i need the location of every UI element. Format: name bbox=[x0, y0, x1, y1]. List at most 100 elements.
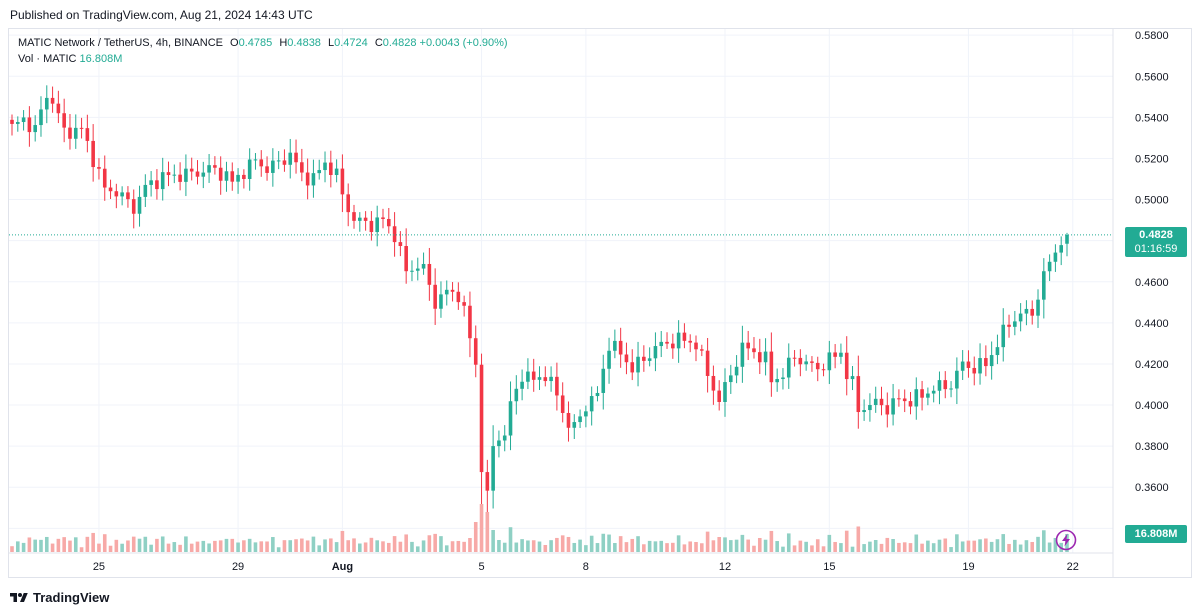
candle-body bbox=[798, 357, 803, 365]
volume-bar bbox=[242, 540, 246, 552]
volume-bar bbox=[966, 540, 971, 552]
candle-body bbox=[73, 127, 78, 139]
volume-bar bbox=[769, 530, 774, 552]
volume-bar bbox=[79, 547, 84, 552]
volume-bar bbox=[740, 534, 745, 552]
candle-body bbox=[415, 268, 420, 271]
volume-bar bbox=[386, 542, 391, 552]
volume-bar bbox=[700, 543, 704, 552]
candle-body bbox=[392, 226, 397, 243]
candle-body bbox=[926, 393, 930, 398]
candle-body bbox=[746, 342, 750, 349]
volume-bar bbox=[218, 540, 223, 552]
volume-bar bbox=[873, 539, 878, 552]
candle-body bbox=[201, 172, 206, 177]
volume-bar bbox=[352, 538, 356, 552]
candle-body bbox=[473, 338, 478, 365]
candle-body bbox=[502, 435, 507, 441]
x-axis-tick-label: 5 bbox=[478, 561, 484, 573]
candle-body bbox=[427, 263, 432, 285]
candle-body bbox=[833, 352, 837, 357]
legend-volume-label: Vol · MATIC bbox=[18, 53, 77, 65]
candle-body bbox=[671, 343, 675, 349]
volume-bar bbox=[375, 540, 379, 552]
candle-body bbox=[804, 361, 808, 365]
volume-bar bbox=[1036, 536, 1040, 552]
legend-symbol: MATIC Network / TetherUS, 4h, BINANCE bbox=[18, 37, 223, 49]
volume-bar bbox=[757, 537, 762, 552]
candle-body bbox=[352, 212, 356, 221]
volume-bar bbox=[630, 538, 635, 552]
legend-volume-row: Vol · MATIC 16.808M bbox=[18, 51, 508, 67]
published-text: Published on TradingView.com, Aug 21, 20… bbox=[10, 8, 313, 22]
lightning-icon[interactable] bbox=[1055, 529, 1077, 551]
x-axis-tick-label: Aug bbox=[332, 561, 353, 573]
candle-body bbox=[1001, 324, 1006, 348]
volume-bar bbox=[960, 541, 965, 552]
volume-bar bbox=[543, 544, 548, 552]
legend: MATIC Network / TetherUS, 4h, BINANCE O0… bbox=[18, 35, 508, 67]
y-axis-tick-label: 0.4000 bbox=[1135, 400, 1169, 412]
candle-body bbox=[891, 398, 895, 415]
candle-body bbox=[410, 270, 414, 272]
y-axis-tick-label: 0.3800 bbox=[1135, 441, 1169, 453]
volume-bar bbox=[502, 542, 507, 552]
candle-body bbox=[827, 352, 832, 371]
candle-body bbox=[839, 352, 843, 357]
y-axis-tick-label: 0.5600 bbox=[1135, 71, 1169, 83]
legend-volume-value: 16.808M bbox=[79, 53, 123, 65]
volume-bar bbox=[10, 546, 14, 552]
candle-body bbox=[1047, 261, 1052, 272]
tradingview-logo-icon bbox=[10, 593, 28, 602]
candle-body bbox=[508, 401, 513, 436]
x-axis-tick-label: 8 bbox=[583, 561, 589, 573]
x-axis-tick-label: 29 bbox=[232, 561, 244, 573]
volume-bar bbox=[300, 538, 304, 552]
candle-body bbox=[624, 354, 629, 363]
x-axis-tick-label: 25 bbox=[93, 561, 105, 573]
chart-frame[interactable] bbox=[8, 28, 1192, 578]
candle-body bbox=[885, 405, 890, 415]
candle-body bbox=[450, 289, 455, 292]
candle-body bbox=[311, 173, 316, 186]
volume-bar bbox=[978, 539, 982, 552]
candle-body bbox=[50, 97, 55, 104]
y-axis-tick-label: 0.5800 bbox=[1135, 30, 1169, 42]
legend-high-label: H bbox=[279, 37, 288, 49]
candle-body bbox=[526, 371, 530, 382]
candle-body bbox=[189, 168, 194, 172]
volume-bar bbox=[804, 541, 808, 552]
volume-bar bbox=[566, 536, 571, 552]
candle-body bbox=[589, 396, 594, 412]
volume-bar bbox=[172, 542, 177, 552]
candle-body bbox=[149, 180, 153, 185]
candle-body bbox=[126, 192, 130, 200]
candle-body bbox=[1036, 299, 1040, 316]
candle-body bbox=[15, 122, 20, 124]
volume-bar bbox=[21, 542, 26, 552]
volume-bar bbox=[1042, 530, 1046, 552]
candle-body bbox=[682, 332, 687, 341]
candle-body bbox=[984, 358, 988, 367]
candle-body bbox=[572, 422, 577, 428]
volume-bar bbox=[427, 535, 432, 552]
candle-body bbox=[224, 171, 229, 181]
volume-bar bbox=[149, 544, 153, 552]
candle-body bbox=[902, 398, 907, 402]
volume-bar bbox=[613, 543, 617, 552]
candle-body bbox=[775, 379, 779, 383]
volume-bar bbox=[531, 540, 536, 552]
volume-bar bbox=[50, 543, 55, 552]
candle-body bbox=[386, 218, 391, 227]
candle-body bbox=[908, 401, 913, 407]
candle-body bbox=[276, 160, 281, 162]
candle-body bbox=[259, 159, 264, 167]
volume-bar bbox=[236, 542, 240, 552]
volume-bar bbox=[433, 533, 437, 552]
volume-bar bbox=[659, 540, 664, 552]
candle-body bbox=[56, 103, 61, 114]
candle-body bbox=[497, 440, 501, 447]
volume-bar bbox=[647, 540, 652, 552]
candle-body bbox=[856, 376, 861, 413]
